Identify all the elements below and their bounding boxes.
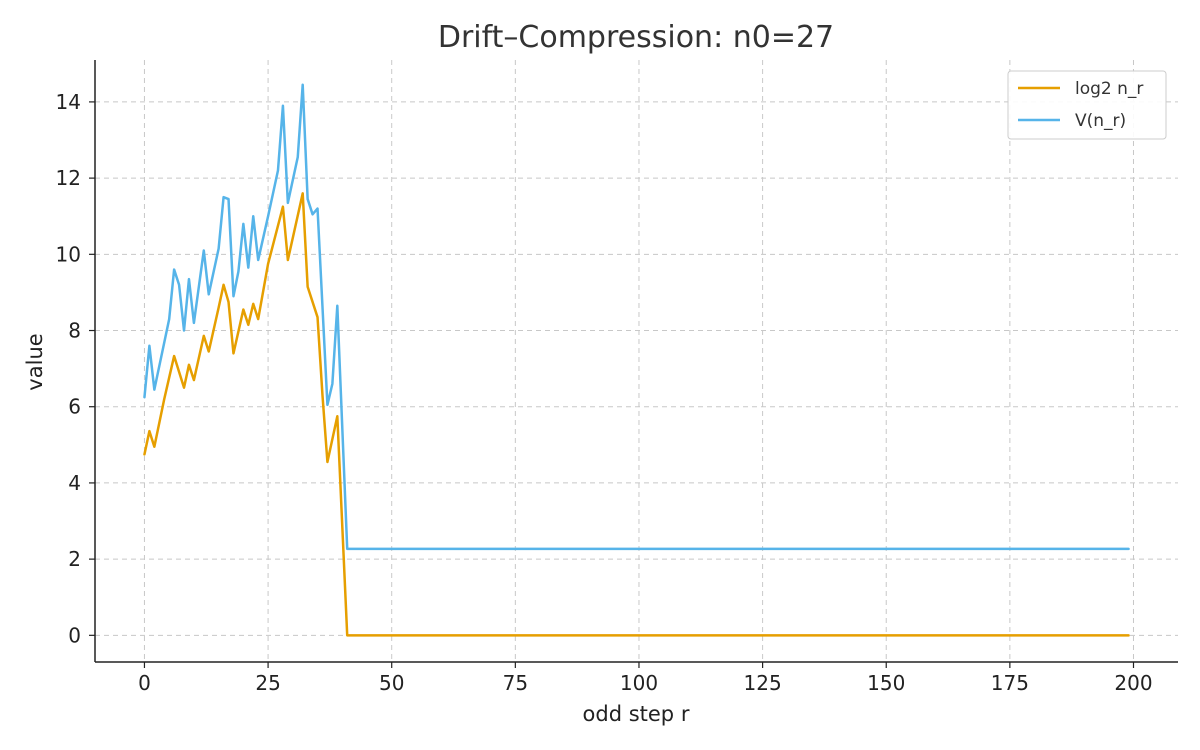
x-tick-label: 75 — [503, 671, 528, 695]
series-line-log2-n-r — [143, 192, 1130, 637]
x-tick-label: 125 — [744, 671, 782, 695]
y-tick-label: 12 — [56, 166, 81, 190]
grid — [95, 60, 1178, 662]
legend-label-v: V(n_r) — [1075, 111, 1126, 131]
y-tick-label: 10 — [56, 242, 81, 266]
y-axis-label: value — [23, 333, 47, 390]
legend-label-log2: log2 n_r — [1075, 79, 1143, 99]
y-tick-label: 0 — [68, 623, 81, 647]
x-tick-label: 150 — [867, 671, 905, 695]
x-tick-label: 200 — [1114, 671, 1152, 695]
x-tick-label: 50 — [379, 671, 404, 695]
chart-title: Drift–Compression: n0=27 — [438, 20, 834, 55]
y-tick-label: 8 — [68, 319, 81, 343]
y-tick-label: 14 — [56, 90, 81, 114]
ticks: 0 25 50 75 100 125 150 175 200 0 2 4 6 8 10 12 14 — [56, 90, 1153, 695]
series — [143, 83, 1130, 637]
x-tick-label: 25 — [255, 671, 280, 695]
x-axis-label: odd step r — [583, 702, 690, 726]
y-tick-label: 4 — [68, 471, 81, 495]
y-tick-label: 2 — [68, 547, 81, 571]
x-tick-label: 0 — [138, 671, 151, 695]
x-tick-label: 175 — [991, 671, 1029, 695]
legend: log2 n_r V(n_r) — [1007, 70, 1167, 140]
series-line-v-n-r — [143, 83, 1130, 551]
x-tick-label: 100 — [620, 671, 658, 695]
y-tick-label: 6 — [68, 395, 81, 419]
axes — [94, 60, 1178, 663]
